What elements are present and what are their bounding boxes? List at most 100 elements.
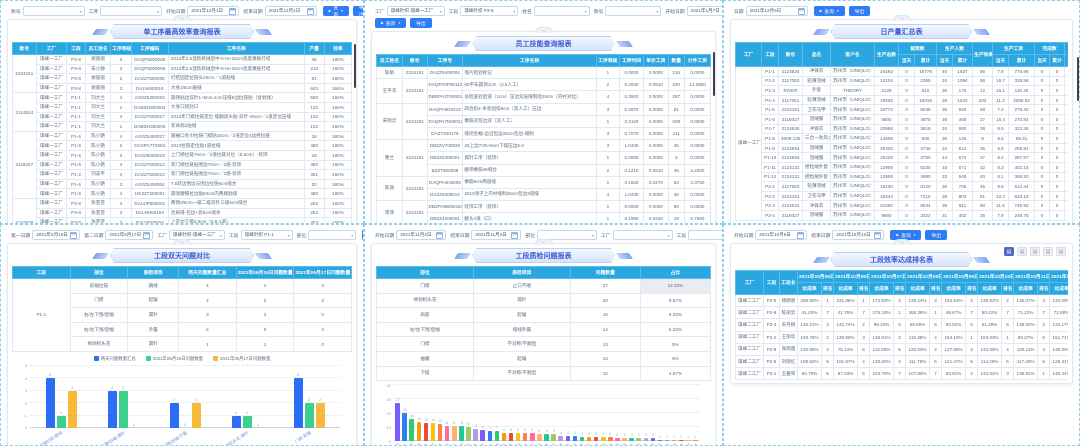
select-input[interactable]: ▾ bbox=[533, 6, 590, 16]
calendar-icon[interactable] bbox=[797, 231, 805, 239]
scrollbar-thumb[interactable] bbox=[353, 44, 356, 88]
bar[interactable] bbox=[537, 434, 542, 442]
bar[interactable] bbox=[515, 432, 521, 442]
select-input[interactable]: 璟峰针织-璟峰一工厂 ▾ bbox=[386, 6, 445, 16]
grid-view-icon[interactable]: ▤ bbox=[1017, 247, 1027, 256]
bar[interactable] bbox=[686, 439, 691, 442]
select-input[interactable]: ▾ bbox=[688, 230, 722, 240]
query-button[interactable]: ▶查询▾ bbox=[890, 230, 922, 240]
date-input[interactable]: 2021年12月1日 bbox=[264, 6, 317, 16]
bar[interactable] bbox=[586, 436, 592, 442]
export-button[interactable]: 导出 bbox=[925, 230, 948, 240]
bar[interactable] bbox=[452, 425, 457, 442]
export-button[interactable]: 导出 bbox=[410, 18, 432, 28]
bar[interactable] bbox=[487, 431, 493, 442]
bar[interactable] bbox=[423, 422, 429, 442]
calendar-icon[interactable] bbox=[511, 231, 519, 239]
date-input[interactable]: 2021年12月1日 bbox=[187, 6, 240, 16]
bar[interactable] bbox=[293, 378, 303, 428]
bar[interactable] bbox=[522, 432, 528, 442]
grid-view-icon[interactable]: ▤ bbox=[1043, 247, 1053, 256]
bar[interactable] bbox=[480, 429, 485, 442]
bar[interactable] bbox=[643, 438, 649, 442]
bar[interactable] bbox=[551, 434, 556, 442]
bar[interactable] bbox=[608, 436, 613, 442]
bar[interactable] bbox=[693, 439, 698, 442]
bar[interactable] bbox=[565, 435, 571, 442]
bar[interactable] bbox=[395, 403, 400, 442]
bar[interactable] bbox=[530, 432, 535, 442]
bar[interactable] bbox=[444, 425, 450, 442]
scrollbar-thumb[interactable] bbox=[1076, 57, 1079, 101]
bar[interactable] bbox=[558, 435, 563, 442]
grid-view-icon[interactable]: ▤ bbox=[1030, 247, 1040, 256]
bar[interactable] bbox=[430, 422, 436, 442]
select-input[interactable]: ▾ bbox=[22, 6, 85, 16]
bar[interactable] bbox=[636, 438, 641, 442]
date-input[interactable]: 2021年11月2日 bbox=[471, 230, 522, 240]
bar[interactable] bbox=[437, 424, 443, 442]
bar[interactable] bbox=[629, 438, 634, 442]
bar[interactable] bbox=[622, 438, 627, 442]
bar[interactable] bbox=[191, 403, 201, 428]
bar[interactable] bbox=[416, 421, 422, 442]
bar[interactable] bbox=[118, 390, 128, 428]
collapse-icon[interactable] bbox=[173, 15, 191, 21]
select-input[interactable]: ▾ bbox=[612, 230, 673, 240]
bar[interactable] bbox=[593, 436, 599, 442]
collapse-icon[interactable] bbox=[534, 239, 553, 245]
bar[interactable] bbox=[231, 415, 241, 428]
select-input[interactable]: 璟峰针织 P1-1 ▾ bbox=[240, 230, 293, 240]
bar[interactable] bbox=[242, 415, 252, 428]
bar[interactable] bbox=[572, 435, 578, 442]
bar[interactable] bbox=[409, 418, 414, 442]
bar[interactable] bbox=[601, 436, 606, 442]
date-input[interactable]: 2021年10月5日 bbox=[755, 230, 808, 240]
bar[interactable] bbox=[579, 436, 585, 442]
bar[interactable] bbox=[473, 428, 478, 442]
bar[interactable] bbox=[56, 415, 66, 428]
query-button[interactable]: ▶查询▾ bbox=[813, 6, 845, 16]
select-input[interactable]: ▾ bbox=[537, 230, 598, 240]
query-button[interactable]: ▶查询▾ bbox=[322, 6, 349, 18]
calendar-icon[interactable] bbox=[797, 7, 805, 15]
calendar-icon[interactable] bbox=[874, 231, 882, 239]
calendar-icon[interactable] bbox=[143, 231, 151, 239]
scrollbar-thumb[interactable] bbox=[712, 52, 715, 96]
bar[interactable] bbox=[615, 438, 620, 442]
bar[interactable] bbox=[679, 439, 684, 442]
bar[interactable] bbox=[671, 439, 677, 442]
bar[interactable] bbox=[169, 403, 179, 428]
export-button[interactable]: 导出 bbox=[352, 6, 363, 18]
date-input[interactable]: 2021年6月16日 bbox=[32, 230, 81, 240]
bar[interactable] bbox=[494, 431, 500, 442]
calendar-icon[interactable] bbox=[70, 231, 78, 239]
date-input[interactable]: 2021年10月12日 bbox=[832, 230, 885, 240]
list-view-icon[interactable]: ▤ bbox=[1004, 247, 1014, 256]
bar[interactable] bbox=[544, 434, 549, 442]
collapse-icon[interactable] bbox=[892, 239, 911, 245]
legend-item[interactable]: 2021年06月16日问题数量 bbox=[145, 356, 203, 362]
grid-view-icon[interactable]: ▤ bbox=[1056, 247, 1066, 256]
bar[interactable] bbox=[402, 413, 407, 442]
bar[interactable] bbox=[501, 432, 507, 442]
bar[interactable] bbox=[107, 390, 117, 428]
calendar-icon[interactable] bbox=[306, 7, 314, 15]
legend-item[interactable]: 两天问题数量汇总 bbox=[93, 356, 136, 362]
date-input[interactable]: 2021年1月7日 bbox=[686, 6, 722, 16]
bar[interactable] bbox=[45, 378, 55, 428]
select-input[interactable]: 璟峰针织 P3-8 ▾ bbox=[460, 6, 519, 16]
select-input[interactable]: ▾ bbox=[308, 230, 357, 240]
bar[interactable] bbox=[304, 403, 314, 428]
calendar-icon[interactable] bbox=[229, 7, 237, 15]
bar[interactable] bbox=[657, 439, 663, 442]
select-input[interactable]: 璟峰针织-璟峰一工厂 ▾ bbox=[169, 230, 226, 240]
bar[interactable] bbox=[67, 390, 77, 428]
bar[interactable] bbox=[315, 403, 325, 428]
collapse-icon[interactable] bbox=[173, 239, 191, 245]
bar[interactable] bbox=[664, 439, 670, 442]
legend-item[interactable]: 2021年06月17日问题数量 bbox=[213, 356, 270, 362]
collapse-icon[interactable] bbox=[534, 27, 553, 33]
calendar-icon[interactable] bbox=[436, 231, 444, 239]
query-button[interactable]: ▶查询▾ bbox=[375, 18, 407, 28]
